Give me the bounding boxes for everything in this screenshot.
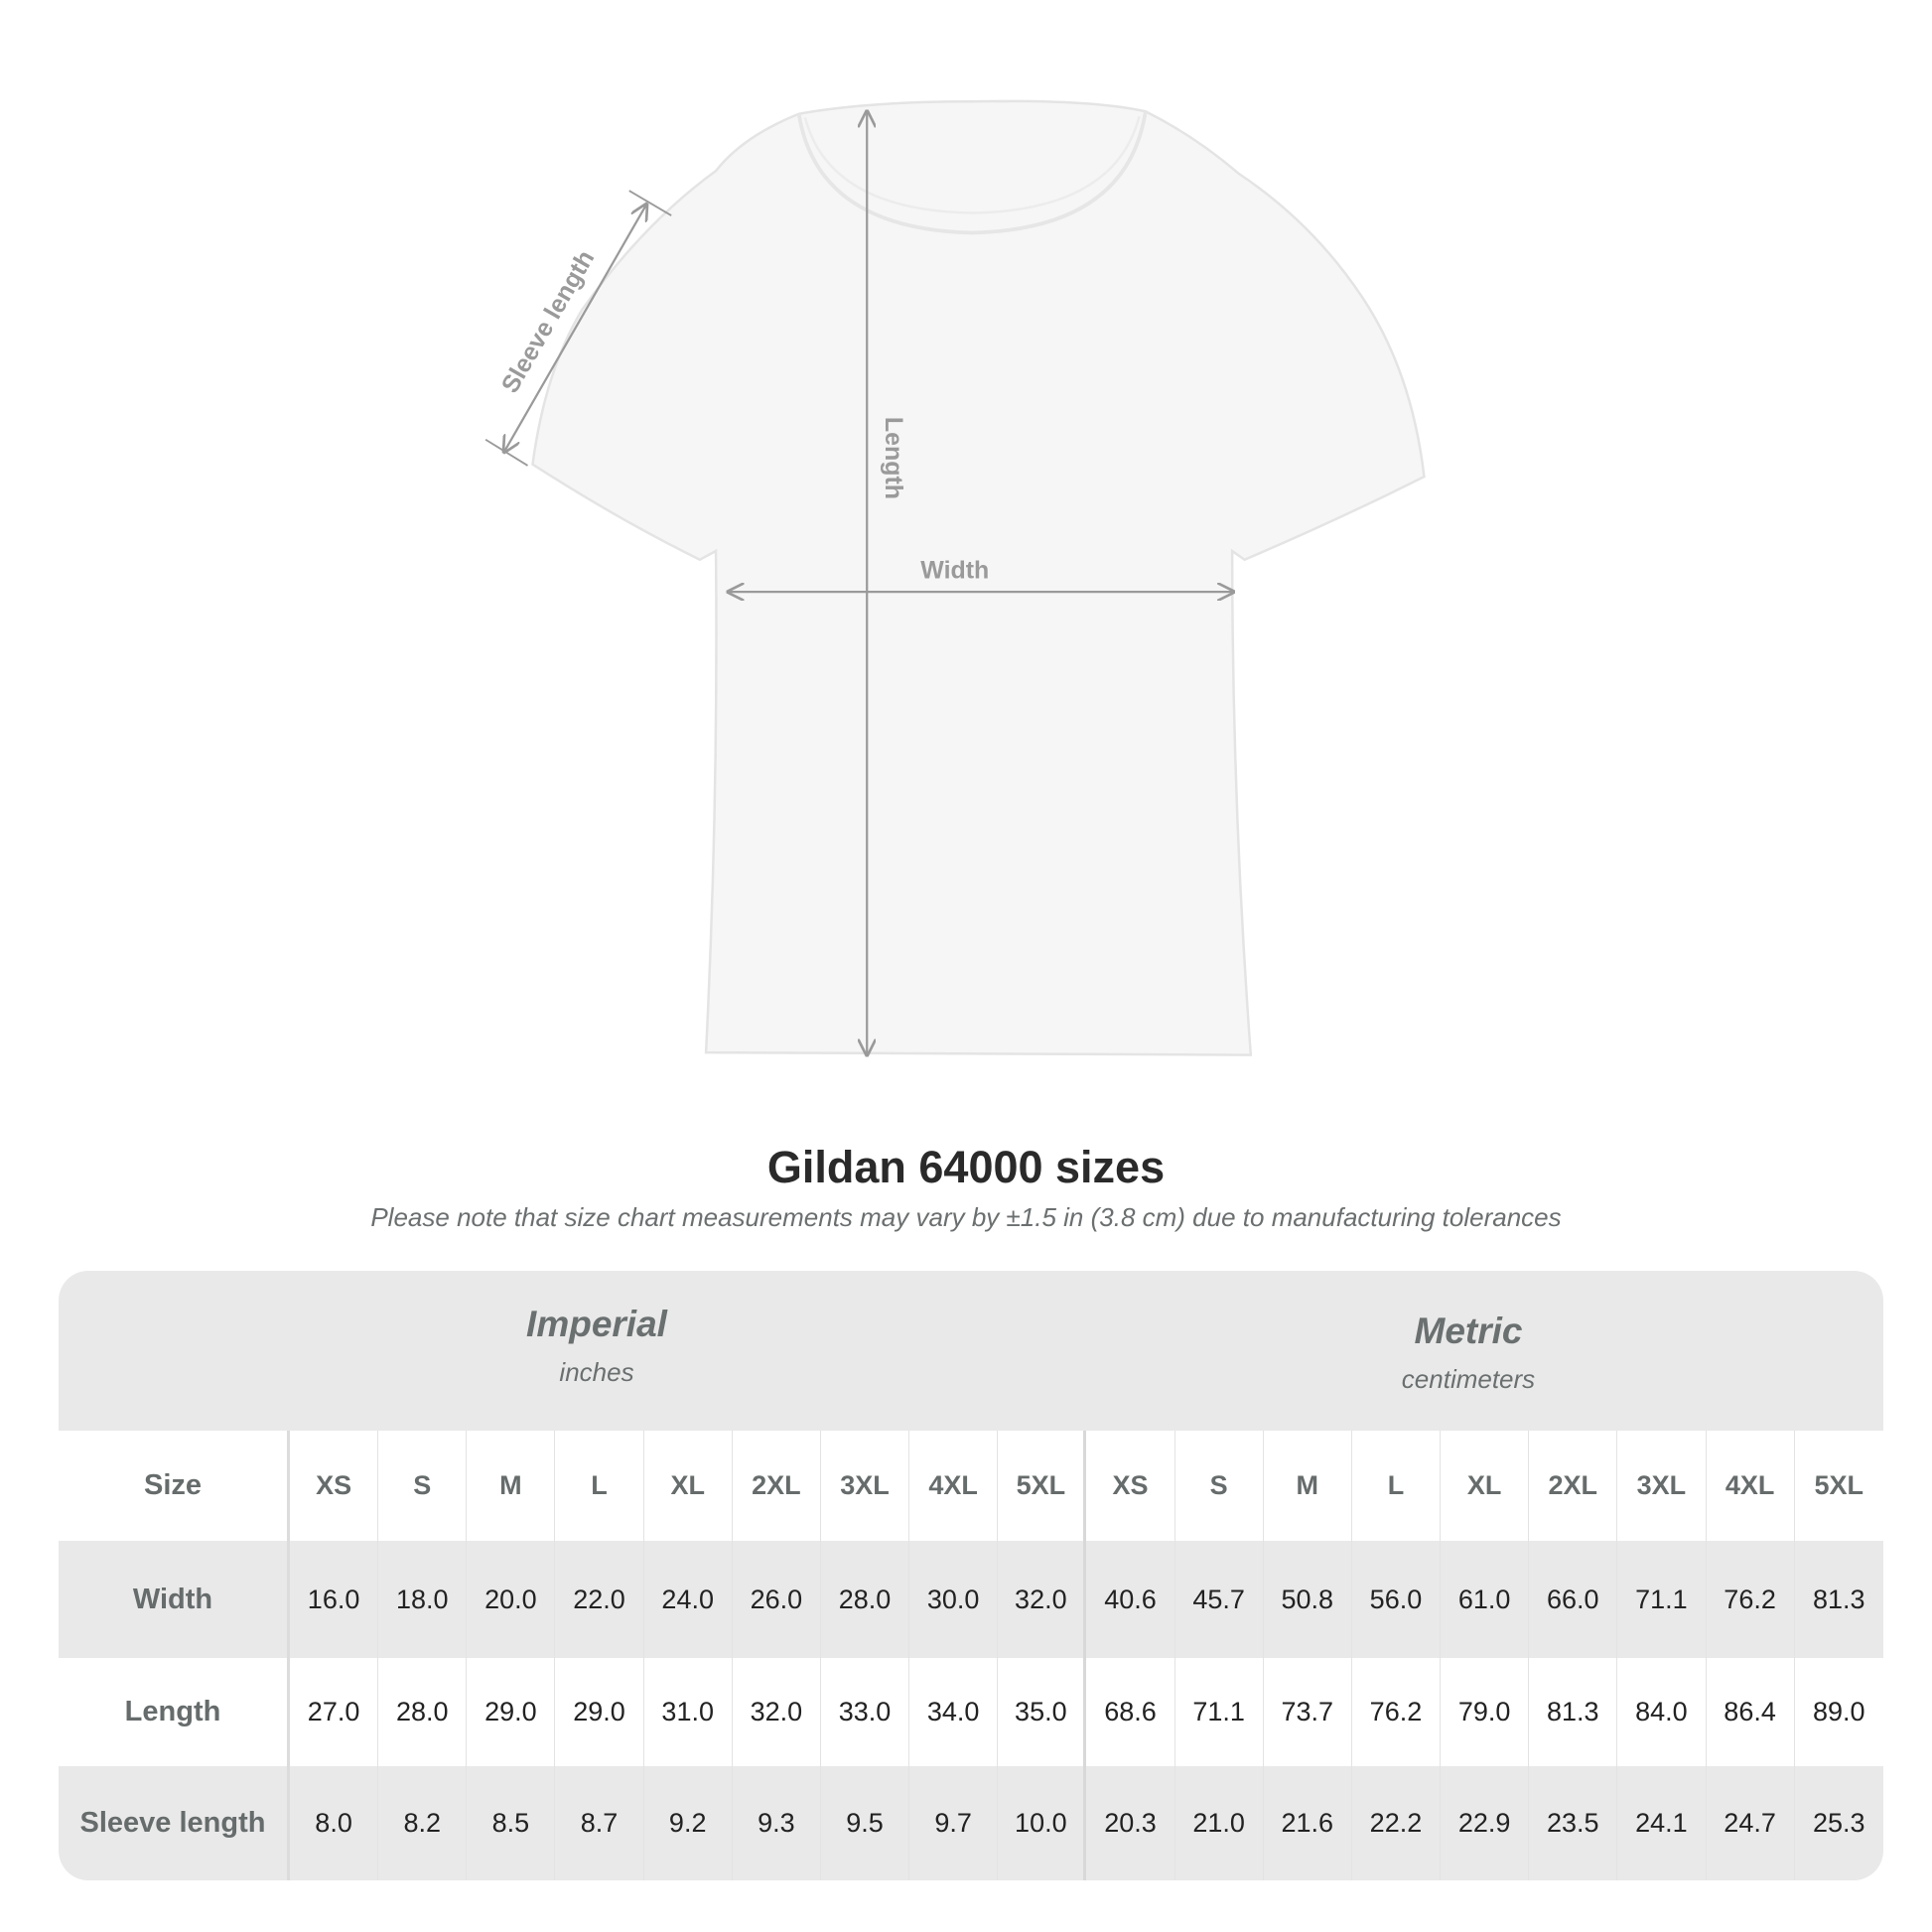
value-cell: 8.5 — [467, 1766, 556, 1880]
value-cell: 16.0 — [290, 1541, 379, 1658]
value-cell: 23.5 — [1529, 1766, 1618, 1880]
value-cell: 10.0 — [998, 1766, 1087, 1880]
value-cell: 26.0 — [733, 1541, 821, 1658]
value-cell: 34.0 — [909, 1658, 999, 1766]
row-label: Sleeve length — [59, 1766, 290, 1880]
value-cell: 20.0 — [467, 1541, 556, 1658]
size-header-cell: 4XL — [909, 1431, 999, 1541]
metric-header: Metric centimeters — [1220, 1311, 1717, 1395]
tolerance-note: Please note that size chart measurements… — [370, 1202, 1562, 1232]
value-cell: 8.0 — [290, 1766, 379, 1880]
value-cell: 27.0 — [290, 1658, 379, 1766]
size-header-cell: 2XL — [733, 1431, 821, 1541]
value-cell: 24.7 — [1707, 1766, 1795, 1880]
size-header-cell: 4XL — [1707, 1431, 1795, 1541]
value-cell: 73.7 — [1264, 1658, 1352, 1766]
table-row: Sleeve length 8.0 8.2 8.5 8.7 9.2 9.3 9.5 9.7 10.… — [59, 1766, 1883, 1880]
value-cell: 56.0 — [1352, 1541, 1442, 1658]
value-cell: 22.9 — [1441, 1766, 1530, 1880]
value-cell: 50.8 — [1264, 1541, 1352, 1658]
value-cell: 71.1 — [1175, 1658, 1264, 1766]
width-label: Width — [920, 556, 989, 584]
value-cell: 25.3 — [1812, 1808, 1865, 1838]
value-cell: 30.0 — [909, 1541, 999, 1658]
value-cell: 18.0 — [378, 1541, 468, 1658]
size-header-cell: XS — [1086, 1431, 1175, 1541]
value-cell: 76.2 — [1707, 1541, 1795, 1658]
value-cell: 24.0 — [644, 1541, 733, 1658]
size-header-cell: L — [1352, 1431, 1442, 1541]
value-cell: 9.5 — [821, 1766, 910, 1880]
value-cell: 35.0 — [998, 1658, 1087, 1766]
size-table: Imperial inches Metric centimeters Size X… — [59, 1271, 1883, 1880]
sleeve-arrow — [504, 205, 646, 452]
value-cell: 8.2 — [378, 1766, 468, 1880]
value-cell: 68.6 — [1086, 1658, 1175, 1766]
value-cell: 20.3 — [1086, 1766, 1175, 1880]
size-header-cell: M — [1264, 1431, 1352, 1541]
value-cell: 28.0 — [378, 1658, 468, 1766]
size-header-cell: S — [378, 1431, 468, 1541]
value-cell: 71.1 — [1617, 1541, 1707, 1658]
tshirt-diagram: Sleeve length Length Width — [484, 99, 1426, 1092]
value-cell: 21.0 — [1175, 1766, 1264, 1880]
imperial-header: Imperial inches — [348, 1304, 845, 1388]
page-title: Gildan 64000 sizes — [766, 1142, 1166, 1192]
row-label: Length — [59, 1658, 290, 1766]
value-cell: 21.6 — [1264, 1766, 1352, 1880]
value-cell: 84.0 — [1617, 1658, 1707, 1766]
units-header-band — [59, 1271, 1883, 1431]
size-header-cell: 2XL — [1529, 1431, 1618, 1541]
metric-unit: centimeters — [1401, 1364, 1536, 1394]
value-cell: 24.1 — [1617, 1766, 1707, 1880]
imperial-unit: inches — [559, 1357, 634, 1387]
size-header-cell: XL — [1441, 1431, 1530, 1541]
value-cell: 29.0 — [467, 1658, 556, 1766]
table-row: Width 16.0 18.0 20.0 22.0 24.0 26.0 28.0 30.0 32.… — [59, 1541, 1883, 1658]
value-cell: 29.0 — [555, 1658, 644, 1766]
size-header-cell: 5XL — [998, 1431, 1087, 1541]
size-header-row: Size XS S M L XL 2XL 3XL 4XL 5XL XS S M L XL 2XL 3XL 4XL 5… — [59, 1431, 1883, 1541]
value-cell: 22.0 — [555, 1541, 644, 1658]
row-band — [59, 1766, 1883, 1880]
value-cell: 9.7 — [909, 1766, 999, 1880]
row-label: Size — [59, 1431, 290, 1541]
length-label: Length — [880, 417, 907, 499]
size-header-cell: XL — [644, 1431, 733, 1541]
value-cell: 61.0 — [1441, 1541, 1530, 1658]
value-cell: 81.3 — [1812, 1584, 1865, 1614]
value-cell: 40.6 — [1086, 1541, 1175, 1658]
value-cell: 66.0 — [1529, 1541, 1618, 1658]
value-cell: 81.3 — [1529, 1658, 1618, 1766]
value-cell: 9.3 — [733, 1766, 821, 1880]
value-cell: 89.0 — [1812, 1697, 1865, 1726]
value-cell: 8.7 — [555, 1766, 644, 1880]
size-header-cell: 5XL — [1814, 1470, 1863, 1500]
tshirt-collar — [796, 110, 1148, 235]
value-cell: 33.0 — [821, 1658, 910, 1766]
value-cell: 45.7 — [1175, 1541, 1264, 1658]
value-cell: 22.2 — [1352, 1766, 1442, 1880]
size-header-cell: 3XL — [821, 1431, 910, 1541]
size-header-cell: M — [467, 1431, 556, 1541]
value-cell: 32.0 — [998, 1541, 1087, 1658]
value-cell: 31.0 — [644, 1658, 733, 1766]
row-label: Width — [59, 1541, 290, 1658]
value-cell: 32.0 — [733, 1658, 821, 1766]
row-band — [59, 1541, 1883, 1658]
value-cell: 76.2 — [1352, 1658, 1442, 1766]
size-header-cell: S — [1175, 1431, 1264, 1541]
size-header-cell: L — [555, 1431, 644, 1541]
value-cell: 28.0 — [821, 1541, 910, 1658]
value-cell: 86.4 — [1707, 1658, 1795, 1766]
table-row: Length 27.0 28.0 29.0 29.0 31.0 32.0 33.0 34.0 35… — [59, 1658, 1883, 1766]
value-cell: 79.0 — [1441, 1658, 1530, 1766]
value-cell: 9.2 — [644, 1766, 733, 1880]
imperial-title: Imperial — [526, 1304, 667, 1344]
metric-title: Metric — [1414, 1311, 1523, 1351]
size-header-cell: 3XL — [1617, 1431, 1707, 1541]
size-header-cell: XS — [290, 1431, 379, 1541]
